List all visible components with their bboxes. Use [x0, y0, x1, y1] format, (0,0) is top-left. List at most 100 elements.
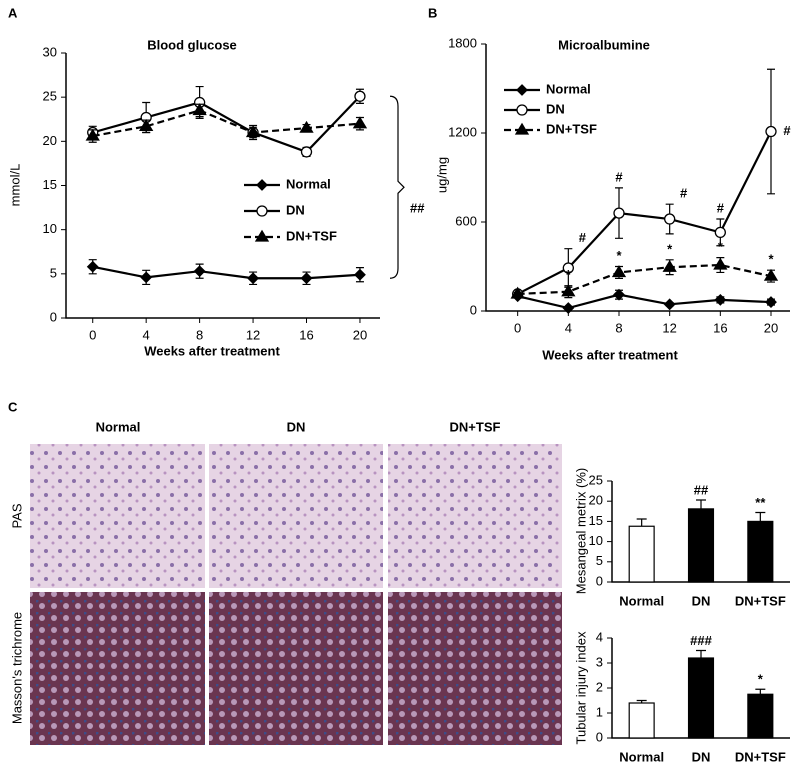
point	[663, 298, 676, 311]
point	[354, 268, 366, 281]
x-tick-label: Normal	[619, 749, 664, 764]
column-label: DN	[287, 419, 306, 434]
error-bar	[755, 511, 766, 522]
bar	[687, 657, 715, 739]
point	[765, 296, 777, 309]
bar	[628, 525, 655, 583]
x-tick-label: DN+TSF	[735, 593, 786, 608]
point	[510, 286, 525, 299]
x-tick-label: 12	[662, 320, 676, 335]
y-tick-label: 20	[43, 133, 57, 148]
point	[300, 272, 313, 285]
point	[140, 271, 153, 284]
y-tick-label: 25	[589, 472, 603, 487]
chart-title: Blood glucose	[147, 37, 237, 52]
point	[662, 259, 677, 272]
error-bar	[636, 699, 647, 703]
y-axis-label: Mesangeal metrix (%)	[573, 468, 588, 594]
point	[192, 103, 207, 116]
panel-label: A	[8, 5, 18, 20]
y-tick-label: 600	[455, 213, 477, 228]
point	[664, 213, 676, 225]
legend-marker	[256, 179, 268, 191]
significance-marker: *	[768, 252, 774, 267]
y-tick-label: 4	[596, 629, 603, 644]
legend-label: Normal	[286, 176, 331, 191]
micrograph	[209, 444, 383, 588]
column-label: DN+TSF	[450, 419, 501, 434]
panel-label: B	[428, 5, 437, 20]
legend-label: DN	[546, 101, 565, 116]
y-tick-label: 1	[596, 704, 603, 719]
point	[713, 257, 728, 270]
point	[561, 284, 576, 297]
series-line	[92, 109, 361, 138]
point	[714, 226, 726, 239]
point	[352, 116, 368, 129]
series-line	[517, 263, 772, 296]
legend-marker	[256, 205, 268, 217]
x-tick-label: 4	[565, 320, 572, 335]
y-tick-label: 30	[43, 44, 57, 59]
y-axis-label: mmol/L	[7, 164, 22, 207]
significance-marker: ##	[694, 482, 709, 497]
significance-marker: #	[579, 230, 587, 245]
y-tick-label: 0	[596, 573, 603, 588]
bracket	[389, 95, 405, 279]
significance-marker: #	[680, 186, 688, 201]
micrograph	[30, 444, 205, 588]
micrograph	[30, 592, 205, 745]
significance-marker: ###	[690, 633, 712, 648]
y-tick-label: 0	[470, 302, 477, 317]
point	[193, 265, 206, 278]
y-tick-label: 3	[596, 654, 603, 669]
point	[85, 128, 100, 141]
significance-marker: *	[616, 248, 622, 263]
y-axis-label: Tubular injury index	[573, 631, 588, 744]
point	[611, 265, 627, 278]
y-tick-label: 1800	[448, 35, 477, 50]
panel-label: C	[8, 399, 18, 414]
y-tick-label: 5	[596, 553, 603, 568]
bar	[687, 508, 715, 583]
point	[299, 120, 314, 133]
x-tick-label: 20	[764, 320, 778, 335]
point	[765, 125, 777, 138]
legend-marker	[514, 122, 530, 135]
micrograph	[388, 592, 562, 745]
x-axis-label: Weeks after treatment	[144, 343, 280, 358]
legend-marker	[254, 229, 270, 242]
point	[613, 207, 625, 219]
significance-marker: ##	[410, 201, 425, 216]
x-tick-label: 16	[713, 320, 727, 335]
bar	[628, 702, 655, 739]
point	[354, 90, 366, 102]
column-label: Normal	[96, 419, 141, 434]
point	[613, 288, 625, 301]
y-tick-label: 10	[43, 221, 57, 236]
point	[763, 268, 779, 281]
point	[245, 125, 261, 138]
significance-marker: **	[755, 495, 766, 510]
significance-marker: *	[718, 239, 724, 254]
significance-marker: *	[566, 267, 572, 282]
point	[86, 260, 99, 273]
legend-label: DN	[286, 202, 305, 217]
error-bar	[696, 499, 706, 509]
legend-label: DN+TSF	[286, 228, 337, 243]
series-line	[92, 95, 361, 154]
micrograph	[209, 592, 383, 745]
x-tick-label: Normal	[619, 593, 664, 608]
row-label: Masson's trichrome	[9, 612, 24, 724]
point	[139, 119, 154, 131]
significance-marker: #	[717, 200, 725, 215]
error-bar	[755, 688, 766, 695]
point	[562, 302, 575, 314]
x-tick-label: 0	[514, 320, 521, 335]
x-tick-label: 8	[196, 327, 203, 342]
row-label: PAS	[9, 503, 24, 528]
y-tick-label: 15	[589, 513, 603, 528]
significance-marker: #	[615, 169, 623, 184]
x-tick-label: 12	[246, 327, 260, 342]
